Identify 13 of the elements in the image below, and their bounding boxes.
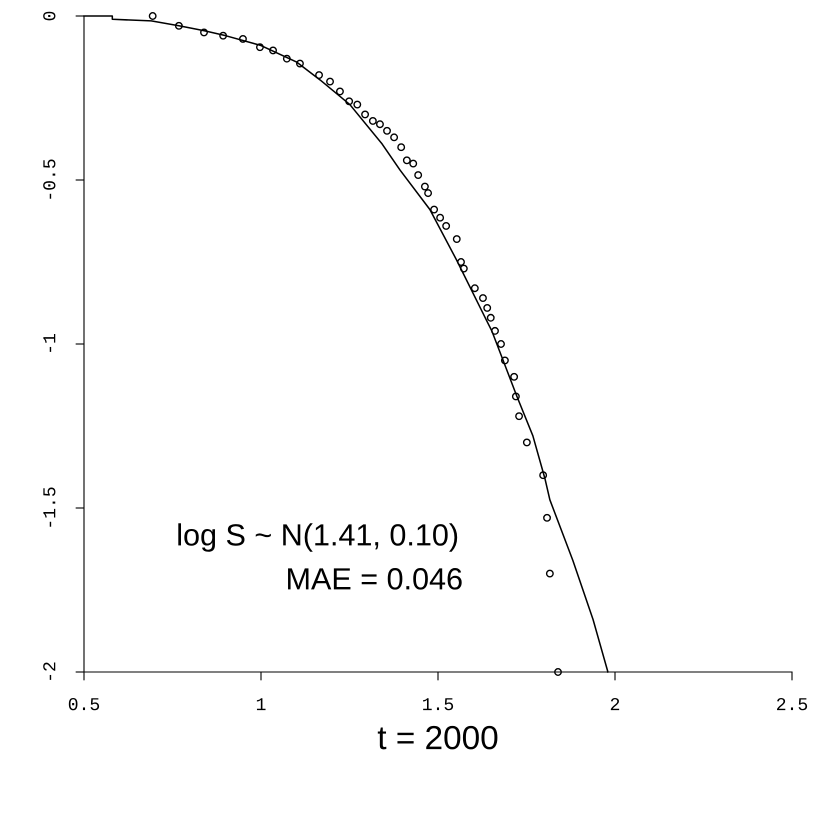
annotation: MAE = 0.046: [288, 568, 462, 590]
x-tick-label: 0.5: [68, 698, 100, 710]
x-tick-label: 1.5: [423, 698, 454, 710]
annotation: log S ~ N(1.41, 0.10): [178, 523, 458, 552]
x-tick-label: 2: [610, 698, 620, 710]
y-tick-label: -2: [43, 662, 56, 680]
x-tick-label: 1: [256, 698, 266, 710]
x-tick-label: 2.5: [777, 698, 808, 710]
y-tick-label: 0: [43, 12, 56, 20]
x-axis-title: t = 2000: [378, 726, 498, 750]
y-tick-label: -1.5: [43, 487, 56, 527]
y-tick-label: -1: [43, 334, 56, 352]
y-tick-label: -0.5: [43, 159, 56, 199]
